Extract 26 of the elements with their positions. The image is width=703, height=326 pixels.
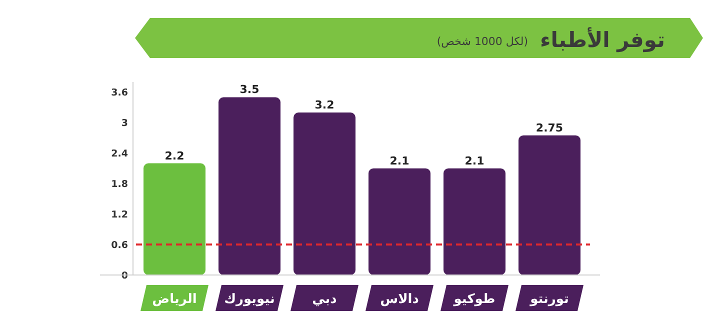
y-tick-label: 1.2	[111, 210, 128, 221]
bar	[144, 163, 206, 275]
data-label: 3.5	[240, 83, 260, 96]
chart-subtitle: (لكل 1000 شخص)	[436, 35, 528, 48]
y-tick-label: 3.6	[111, 88, 128, 99]
x-tick-label: نيويورك	[224, 292, 275, 307]
x-tick-label: تورنتو	[529, 292, 569, 307]
y-tick-label: 2.4	[111, 148, 128, 160]
chart-title: توفر الأطباء	[540, 27, 665, 53]
x-tick-label: دالاس	[380, 292, 420, 307]
x-tick-label: دبي	[312, 292, 338, 307]
bar	[518, 135, 580, 275]
y-tick-label: 1.8	[111, 179, 128, 190]
bar	[294, 112, 356, 275]
y-tick-label: 0.6	[111, 240, 128, 252]
y-tick-label: 3	[121, 118, 128, 130]
bar	[368, 168, 430, 275]
bar	[444, 168, 506, 275]
data-label: 2.1	[390, 154, 410, 168]
bar	[218, 97, 280, 275]
data-label: 2.1	[464, 154, 484, 168]
data-label: 2.75	[536, 121, 564, 134]
data-label: 2.2	[164, 149, 184, 162]
x-tick-label: طوكيو	[452, 292, 496, 307]
x-tick-label: الرياض	[152, 292, 197, 307]
data-label: 3.2	[314, 98, 334, 112]
